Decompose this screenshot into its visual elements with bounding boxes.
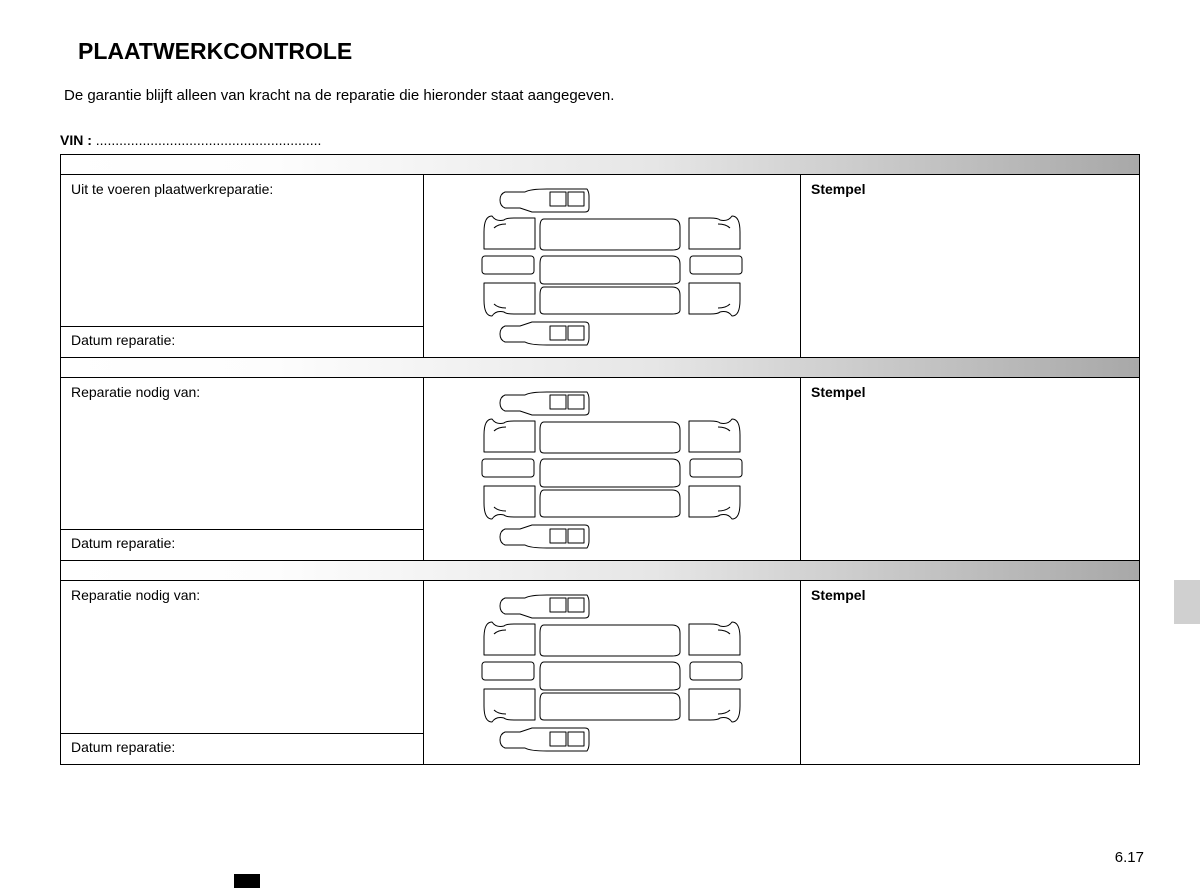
gradient-separator xyxy=(61,155,1139,175)
page-title: PLAATWERKCONTROLE xyxy=(78,38,1140,65)
stamp-label: Stempel xyxy=(801,175,1139,357)
car-bodywork-icon xyxy=(472,590,752,755)
bottom-crop-mark xyxy=(234,874,260,888)
table-row: Reparatie nodig van: Datum reparatie: xyxy=(61,378,1139,561)
car-diagram-cell xyxy=(424,378,801,560)
car-diagram-cell xyxy=(424,175,801,357)
table-row: Uit te voeren plaatwerkreparatie: Datum … xyxy=(61,175,1139,358)
repair-label: Uit te voeren plaatwerkreparatie: xyxy=(61,175,423,327)
inspection-table: Uit te voeren plaatwerkreparatie: Datum … xyxy=(60,154,1140,765)
vin-line: VIN : ..................................… xyxy=(60,132,1140,148)
date-label: Datum reparatie: xyxy=(61,734,423,764)
table-row: Reparatie nodig van: Datum reparatie: xyxy=(61,581,1139,764)
vin-label: VIN : xyxy=(60,132,92,148)
repair-label: Reparatie nodig van: xyxy=(61,378,423,530)
page-number: 6.17 xyxy=(1115,849,1144,866)
car-bodywork-icon xyxy=(472,184,752,349)
subtitle-text: De garantie blijft alleen van kracht na … xyxy=(64,87,1140,104)
gradient-separator xyxy=(61,358,1139,378)
car-diagram-cell xyxy=(424,581,801,764)
stamp-label: Stempel xyxy=(801,581,1139,764)
date-label: Datum reparatie: xyxy=(61,530,423,560)
repair-label: Reparatie nodig van: xyxy=(61,581,423,734)
gradient-separator xyxy=(61,561,1139,581)
vin-dots: ........................................… xyxy=(96,132,322,148)
car-bodywork-icon xyxy=(472,387,752,552)
side-tab xyxy=(1174,580,1200,624)
date-label: Datum reparatie: xyxy=(61,327,423,357)
stamp-label: Stempel xyxy=(801,378,1139,560)
